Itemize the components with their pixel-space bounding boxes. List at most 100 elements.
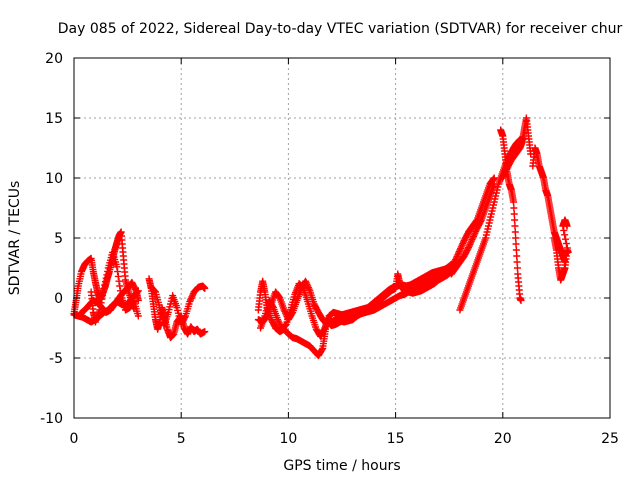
data-point-plus [129,299,137,307]
data-point-plus [302,277,310,285]
data-series [147,282,209,330]
data-point-plus [187,294,195,302]
data-point-plus [96,306,104,314]
data-point-plus [472,228,480,236]
data-point-plus [189,291,197,299]
data-point-plus [561,231,569,239]
data-point-plus [102,274,110,282]
data-point-plus [562,235,570,243]
data-series [257,263,453,340]
data-point-plus [512,240,520,248]
data-point-plus [188,293,196,301]
data-point-plus [104,267,112,275]
data-point-plus [453,252,461,260]
data-point-plus [98,295,106,303]
x-tick-labels: 0 5 10 15 20 25 [70,431,619,447]
data-point-plus [281,322,289,330]
data-point-plus [116,287,124,295]
data-point-plus [513,258,521,266]
data-point-plus [490,175,498,183]
data-point-plus [305,285,313,293]
data-point-plus [470,231,478,239]
data-point-plus [274,317,282,325]
data-points [70,114,572,360]
data-point-plus [303,280,311,288]
y-tick-label: 15 [45,111,63,127]
data-point-plus [201,328,209,336]
data-point-plus [269,302,277,310]
y-tick-label: 10 [45,171,63,187]
data-point-plus [500,172,508,180]
data-point-plus [186,298,194,306]
data-point-plus [458,241,466,249]
data-point-plus [510,204,518,212]
data-point-plus [276,320,284,328]
data-point-plus [96,302,104,310]
data-point-plus [274,316,282,324]
data-series [145,275,209,342]
data-point-plus [499,174,507,182]
chart-title: Day 085 of 2022, Sidereal Day-to-day VTE… [58,21,623,37]
data-point-plus [103,271,111,279]
data-point-plus [281,308,289,316]
data-point-plus [471,229,479,237]
y-tick-label: -10 [40,411,63,427]
data-series [447,180,498,278]
data-point-plus [469,234,477,242]
data-point-plus [452,254,460,262]
data-point-plus [115,277,123,285]
data-point-plus [466,240,474,248]
x-tick-label: 0 [70,431,79,447]
data-point-plus [282,309,290,317]
data-point-plus [186,296,194,304]
data-series [447,174,498,272]
data-point-plus [464,244,472,252]
axis-ticks [73,57,611,419]
data-point-plus [320,325,328,333]
data-point-plus [97,299,105,307]
data-point-plus [298,283,306,291]
data-point-plus [457,243,465,251]
data-point-plus [467,237,475,245]
data-point-plus [510,210,518,218]
data-series [87,248,142,326]
data-point-plus [564,248,572,256]
data-point-plus [101,278,109,286]
data-point-plus [511,216,519,224]
data-point-plus [457,244,465,252]
data-point-plus [563,222,571,230]
data-point-plus [201,284,209,292]
data-point-plus [181,313,189,321]
data-point-plus [454,249,462,257]
x-axis-label: GPS time / hours [283,458,400,474]
data-point-plus [467,239,475,247]
data-point-plus [512,234,520,242]
data-point-plus [101,281,109,289]
data-point-plus [459,240,467,248]
x-tick-label: 15 [387,431,405,447]
data-point-plus [99,292,107,300]
data-point-plus [513,264,521,272]
y-tick-label: 0 [54,291,63,307]
data-point-plus [490,174,498,182]
data-point-plus [114,272,122,280]
data-point-plus [501,169,509,177]
data-point-plus [500,171,508,179]
data-point-plus [134,312,142,320]
y-tick-label: -5 [49,351,63,367]
x-tick-label: 20 [494,431,512,447]
data-point-plus [455,248,463,256]
data-point-plus [511,228,519,236]
data-point-plus [113,263,121,271]
data-point-plus [116,282,124,290]
data-point-plus [275,319,283,327]
data-point-plus [151,287,159,295]
data-series [497,126,525,304]
data-point-plus [456,246,464,254]
y-tick-label: 5 [54,231,63,247]
data-point-plus [318,346,326,354]
data-point-plus [302,279,310,287]
data-point-plus [304,282,312,290]
data-point-plus [517,296,525,304]
